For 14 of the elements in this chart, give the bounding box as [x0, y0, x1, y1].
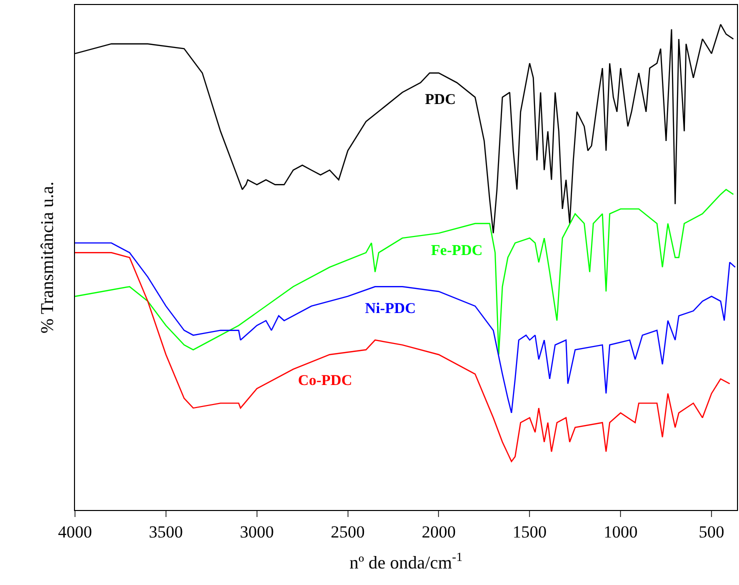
x-tick-label: 3500 [148, 522, 183, 542]
x-axis-title: nº de onda/cm$^{-1}$ [349, 550, 463, 572]
y-axis-title: % Transmitância u.a. [37, 182, 58, 334]
x-tick-label: 500 [698, 522, 724, 542]
series-label: Ni-PDC [365, 301, 416, 317]
x-tick-label: 1000 [604, 522, 638, 542]
series-label: Fe-PDC [431, 243, 483, 259]
x-tick-label: 3000 [240, 522, 274, 542]
x-tick-label: 4000 [58, 522, 92, 542]
series-label: Co-PDC [298, 373, 352, 389]
series-label: PDC [425, 92, 456, 108]
x-tick-label: 2000 [422, 522, 456, 542]
x-tick-label: 2500 [330, 522, 365, 542]
x-tick-label: 1500 [512, 522, 547, 542]
